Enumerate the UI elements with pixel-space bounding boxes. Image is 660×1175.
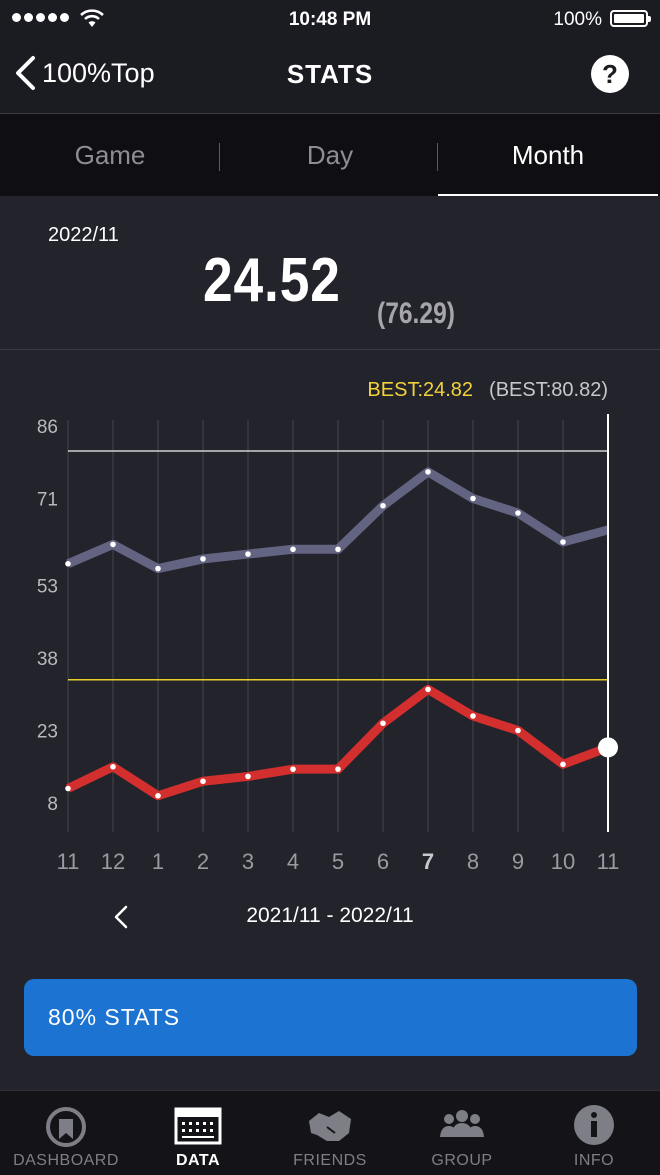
chart-x-tick-label: 11 bbox=[597, 849, 620, 874]
period-tabs: Game Day Month bbox=[0, 114, 660, 196]
info-icon bbox=[574, 1105, 614, 1145]
data-calendar-icon bbox=[174, 1107, 222, 1145]
chart-y-tick-label: 53 bbox=[37, 577, 58, 598]
chart-data-point bbox=[110, 541, 116, 548]
tab-game[interactable]: Game bbox=[74, 140, 146, 170]
group-people-icon bbox=[440, 1110, 484, 1137]
status-bar: 10:48 PM 100% bbox=[0, 0, 660, 40]
tabbar-friends[interactable]: FRIENDS bbox=[264, 1091, 396, 1175]
chart-y-tick-label: 86 bbox=[37, 417, 58, 438]
chart-x-tick-label: 6 bbox=[377, 849, 389, 874]
period-label: 2022/11 bbox=[48, 224, 119, 246]
chart-selection-handle bbox=[598, 737, 618, 758]
help-button[interactable]: ? bbox=[591, 55, 629, 93]
navigation-bar: 100%Top STATS ? bbox=[0, 40, 660, 114]
chart-data-point bbox=[560, 761, 566, 768]
chart-data-point bbox=[515, 727, 521, 734]
chevron-left-icon bbox=[114, 905, 128, 929]
tabbar-data[interactable]: DATA bbox=[132, 1091, 264, 1175]
chart-data-point bbox=[65, 785, 71, 792]
chart-x-tick-label: 3 bbox=[242, 849, 254, 874]
chart-data-point bbox=[335, 766, 341, 772]
battery-percentage: 100% bbox=[553, 9, 602, 30]
chart-data-point bbox=[290, 766, 296, 772]
date-range-label: 2021/11 - 2022/11 bbox=[246, 904, 414, 927]
chart-data-point bbox=[245, 551, 251, 557]
best-sub-value: (BEST:80.82) bbox=[489, 379, 608, 401]
best-main-value: BEST:24.82 bbox=[367, 379, 474, 401]
chart-data-point bbox=[335, 546, 341, 553]
chart-data-point bbox=[200, 778, 206, 785]
friends-handshake-icon bbox=[309, 1111, 351, 1141]
chart-y-tick-label: 8 bbox=[47, 794, 58, 815]
tab-divider bbox=[219, 143, 220, 171]
chart-data-point bbox=[470, 713, 476, 719]
chart-y-tick-label: 38 bbox=[37, 649, 58, 670]
back-label: 100%Top bbox=[42, 57, 155, 88]
stat-sub-value: (76.29) bbox=[377, 297, 455, 330]
chevron-left-icon bbox=[16, 56, 35, 90]
chart-data-point bbox=[515, 510, 521, 516]
chart-data-point bbox=[110, 763, 116, 770]
tabbar-label: DASHBOARD bbox=[13, 1152, 119, 1169]
chart-x-tick-label: 5 bbox=[332, 849, 344, 874]
best-values: BEST:24.82 (BEST:80.82) bbox=[367, 379, 608, 402]
chart-data-point bbox=[380, 720, 386, 727]
chart-data-point bbox=[290, 546, 296, 553]
stat-value: 24.52 bbox=[203, 246, 341, 315]
back-button[interactable]: 100%Top bbox=[14, 55, 155, 91]
tabbar-info[interactable]: INFO bbox=[528, 1091, 660, 1175]
status-time: 10:48 PM bbox=[288, 9, 372, 30]
chart-data-point bbox=[425, 469, 431, 475]
chart-data-point bbox=[245, 773, 251, 780]
chart-y-tick-label: 71 bbox=[37, 490, 58, 511]
chart-x-tick-label: 9 bbox=[512, 849, 524, 874]
chart-data-point bbox=[380, 502, 386, 509]
chart-data-point bbox=[65, 560, 71, 567]
tab-day[interactable]: Day bbox=[306, 140, 354, 170]
chart-x-tick-label: 4 bbox=[287, 849, 299, 874]
wifi-icon bbox=[80, 9, 104, 27]
dashboard-gauge-icon bbox=[46, 1107, 86, 1147]
chart-data-point bbox=[470, 495, 476, 502]
chart-data-point bbox=[155, 565, 161, 572]
chart-data-point bbox=[200, 556, 206, 562]
tab-divider bbox=[437, 143, 438, 171]
previous-range-button[interactable] bbox=[108, 902, 138, 932]
tabbar-label: DATA bbox=[175, 1152, 221, 1169]
battery-icon bbox=[610, 10, 651, 27]
tabbar-dashboard[interactable]: DASHBOARD bbox=[0, 1091, 132, 1175]
tabbar-group[interactable]: GROUP bbox=[396, 1091, 528, 1175]
chart-x-tick-label: 2 bbox=[197, 849, 209, 874]
chart-x-tick-label: 12 bbox=[101, 849, 125, 874]
tabbar-label: FRIENDS bbox=[293, 1152, 367, 1169]
chart-x-tick-label: 8 bbox=[467, 849, 479, 874]
stat-summary: 2022/11 24.52 (76.29) bbox=[0, 196, 660, 350]
chart-data-point bbox=[425, 686, 431, 693]
signal-strength-icon bbox=[12, 13, 69, 22]
tabbar-label: INFO bbox=[573, 1152, 615, 1169]
chart-data-point bbox=[155, 792, 161, 799]
tab-month[interactable]: Month bbox=[438, 114, 658, 196]
chart-x-tick-label: 1 bbox=[152, 849, 164, 874]
chart-x-tick-label: 11 bbox=[57, 849, 80, 874]
date-range-selector: 2021/11 - 2022/11 bbox=[0, 900, 660, 934]
chart-y-tick-label: 23 bbox=[37, 722, 58, 743]
chart-x-tick-label: 10 bbox=[551, 849, 575, 874]
tabbar-label: GROUP bbox=[431, 1152, 493, 1169]
bottom-tab-bar: DASHBOARD DATA FRIENDS bbox=[0, 1090, 660, 1175]
chart-data-point bbox=[560, 539, 566, 545]
chart-x-tick-label: 7 bbox=[422, 849, 434, 874]
stats-80-button[interactable]: 80% STATS bbox=[24, 979, 637, 1056]
